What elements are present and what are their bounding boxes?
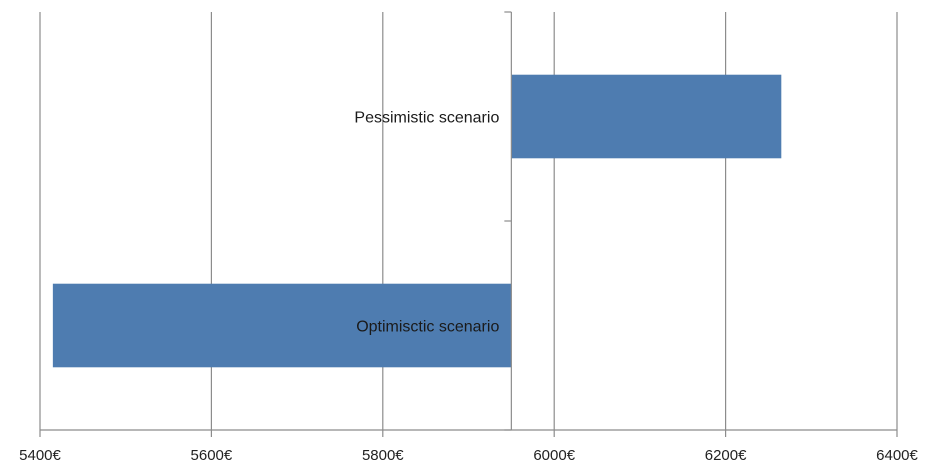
x-tick-label: 6200€ [705, 447, 747, 464]
labels: 5400€ 5600€ 5800€ 6000€ 6200€ 6400€ Pessimisti… [19, 110, 918, 465]
x-tick-label: 5600€ [191, 447, 233, 464]
axes [40, 11, 897, 431]
x-tick-label: 5400€ [19, 447, 61, 464]
x-tick-label: 6000€ [533, 447, 575, 464]
category-label: Optimisctic scenario [356, 319, 499, 336]
bar-optimistic [52, 283, 512, 368]
category-label: Pessimistic scenario [354, 110, 499, 127]
x-tick-label: 6400€ [876, 447, 918, 464]
bar-pessimistic [511, 74, 782, 159]
bars [52, 74, 782, 368]
x-tick-label: 5800€ [362, 447, 404, 464]
